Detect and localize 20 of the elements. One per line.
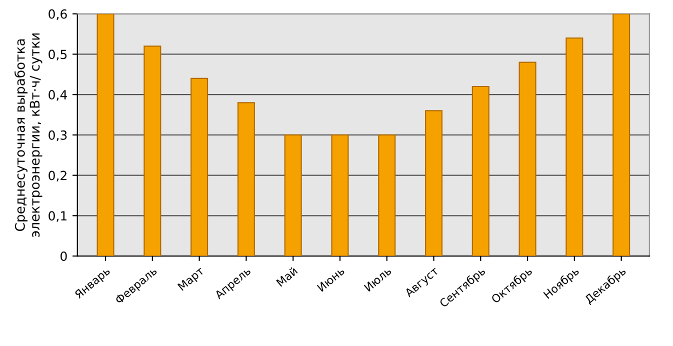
y-tick-label: 0,5 <box>48 50 67 60</box>
bar <box>284 134 302 256</box>
bar <box>472 86 490 256</box>
bar <box>144 46 162 256</box>
bar <box>96 14 114 256</box>
y-axis-title: Среднесуточная выработка электроэнергии, кВт·ч/ сутки <box>14 33 42 237</box>
y-tick-label: 0,3 <box>48 130 67 142</box>
y-tick-label: 0 <box>60 252 67 261</box>
bar <box>424 110 443 256</box>
y-tick-label: 0,1 <box>48 211 67 222</box>
y-tick-label: 0,6 <box>48 9 67 20</box>
bar <box>190 78 208 256</box>
y-tick-label: 0,4 <box>48 90 67 101</box>
bar <box>518 62 536 256</box>
bar <box>612 14 630 256</box>
bar <box>378 134 396 256</box>
y-tick-label: 0,2 <box>48 170 66 182</box>
bar <box>566 38 584 256</box>
bar <box>237 102 255 256</box>
bar <box>331 134 349 256</box>
